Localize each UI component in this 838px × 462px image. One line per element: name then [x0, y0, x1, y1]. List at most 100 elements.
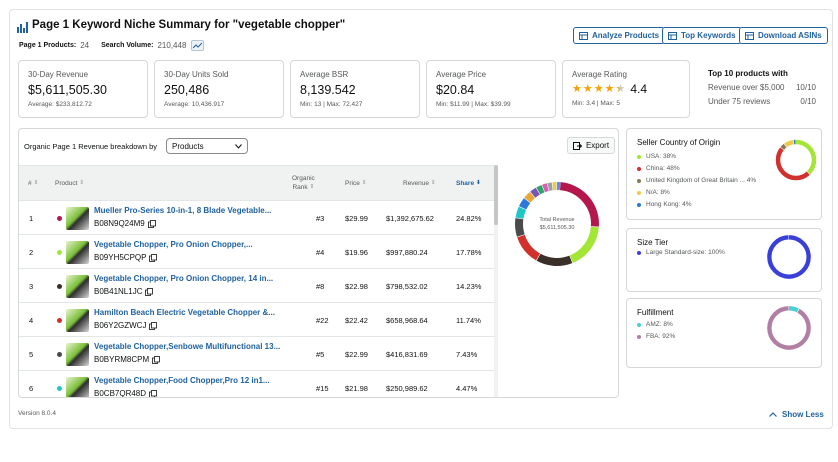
fulfillment-title: Fulfillment: [637, 308, 674, 317]
table-row[interactable]: 3 Vegetable Chopper, Pro Onion Chopper, 1…: [19, 269, 494, 303]
download-asins-label: Download ASINs: [758, 31, 822, 40]
product-asin: B0B41NL1JC: [94, 287, 154, 296]
metric-sub: Min: $11.99 | Max: $39.99: [436, 101, 511, 108]
donut-segment[interactable]: [775, 139, 817, 181]
col-product[interactable]: Product ⇕: [55, 179, 85, 187]
share: 24.82%: [456, 214, 482, 223]
metric-card-units: 30-Day Units Sold 250,486 Average: 10,43…: [154, 60, 284, 118]
copy-icon[interactable]: [152, 355, 161, 364]
analyze-products-button[interactable]: Analyze Products: [573, 27, 666, 44]
search-volume-label: Search Volume:: [101, 42, 154, 49]
donut-segment[interactable]: [775, 139, 817, 181]
organic-rank: #8: [316, 282, 325, 291]
sort-icon: ⇕: [33, 179, 39, 186]
metric-value: 4.4: [630, 82, 648, 96]
table-row[interactable]: 5 Vegetable Chopper,Senbowe Multifunction…: [19, 337, 494, 371]
table-scrollbar[interactable]: [494, 165, 498, 397]
table-row[interactable]: 1 Mueller Pro-Series 10-in-1, 8 Blade Veg…: [19, 201, 494, 235]
product-name-link[interactable]: Vegetable Chopper, Pro Onion Chopper,...: [94, 240, 253, 249]
products-value: 24: [80, 41, 90, 50]
product-name-link[interactable]: Hamilton Beach Electric Vegetable Choppe…: [94, 308, 275, 317]
donut-segment[interactable]: [515, 182, 599, 266]
metric-sub: Min: 3.4 | Max: 5: [572, 100, 620, 107]
product-name-link[interactable]: Vegetable Chopper,Senbowe Multifunctiona…: [94, 342, 281, 351]
copy-icon[interactable]: [145, 287, 154, 296]
breakdown-select[interactable]: Products: [166, 138, 248, 154]
copy-icon[interactable]: [147, 219, 156, 228]
revenue: $798,532.02: [386, 282, 428, 291]
metric-card-price: Average Price $20.84 Min: $11.99 | Max: …: [426, 60, 556, 118]
sort-icon: ⇕: [79, 179, 85, 186]
fulfillment-donut-chart: [767, 306, 811, 350]
copy-icon[interactable]: [149, 389, 157, 398]
origin-donut-chart: [775, 139, 817, 181]
grid-icon: [579, 31, 588, 40]
size-tier-title: Size Tier: [637, 238, 669, 247]
star-icon: ★: [604, 82, 615, 95]
show-less-button[interactable]: Show Less: [769, 410, 824, 419]
table-row[interactable]: 6 Vegetable Chopper,Food Chopper,Pro 12 i…: [19, 371, 494, 398]
grid-icon: [668, 31, 677, 40]
series-dot: [57, 250, 62, 255]
top10-summary: Top 10 products with Revenue over $5,000…: [702, 60, 822, 118]
organic-rank: #22: [316, 316, 329, 325]
top10-row: Revenue over $5,000 10/10: [708, 83, 816, 92]
donut-segment[interactable]: [767, 306, 811, 350]
metric-title: Average Price: [436, 70, 487, 79]
metric-title: Average BSR: [300, 70, 349, 79]
col-revenue[interactable]: Revenue ⇕: [403, 179, 436, 187]
product-thumbnail[interactable]: [66, 377, 89, 397]
col-share[interactable]: Share ⬇: [456, 179, 481, 187]
metric-sub: Average: 10,436.917: [164, 101, 225, 108]
series-dot: [57, 352, 62, 357]
origin-title: Seller Country of Origin: [637, 138, 721, 147]
donut-segment[interactable]: [767, 235, 811, 279]
legend-item: N/A: 8%: [637, 189, 670, 196]
col-price[interactable]: Price ⇕: [345, 179, 367, 187]
donut-segment[interactable]: [515, 182, 599, 266]
search-volume-value: 210,448: [157, 41, 187, 50]
metric-sub: Average: $233,812.72: [28, 101, 92, 108]
metric-card-revenue: 30-Day Revenue $5,611,505.30 Average: $2…: [18, 60, 148, 118]
star-half-icon: ★: [615, 82, 626, 95]
export-button[interactable]: Export: [567, 137, 615, 154]
product-thumbnail[interactable]: [66, 241, 89, 264]
revenue: $997,880.24: [386, 248, 428, 257]
copy-icon[interactable]: [149, 253, 158, 262]
row-number: 1: [29, 214, 34, 223]
price: $22.99: [345, 350, 368, 359]
share: 7.43%: [456, 350, 478, 359]
product-asin: B0CB7QR48D: [94, 389, 157, 398]
donut-value: $5,611,505.30: [540, 225, 575, 231]
product-name-link[interactable]: Mueller Pro-Series 10-in-1, 8 Blade Vege…: [94, 206, 272, 215]
share: 17.78%: [456, 248, 482, 257]
line-chart-icon: [193, 42, 203, 49]
organic-rank: #15: [316, 384, 329, 393]
product-name-link[interactable]: Vegetable Chopper,Food Chopper,Pro 12 in…: [94, 376, 270, 385]
table-row[interactable]: 2 Vegetable Chopper, Pro Onion Chopper,..…: [19, 235, 494, 269]
col-organic-rank[interactable]: Organic Rank ⇕: [292, 175, 315, 191]
size-tier-card: Size Tier Large Standard-size: 100%: [626, 228, 822, 292]
metric-sub: Min: 13 | Max: 72,427: [300, 101, 363, 108]
product-name-link[interactable]: Vegetable Chopper, Pro Onion Chopper, 14…: [94, 274, 274, 283]
table-row[interactable]: 4 Hamilton Beach Electric Vegetable Chopp…: [19, 303, 494, 337]
top10-title: Top 10 products with: [708, 69, 788, 78]
product-thumbnail[interactable]: [66, 309, 89, 332]
trend-chart-button[interactable]: [191, 40, 205, 51]
grid-icon: [745, 31, 754, 40]
download-asins-button[interactable]: Download ASINs: [739, 27, 828, 44]
product-asin: B0BYRM8CPM: [94, 355, 161, 364]
top-keywords-button[interactable]: Top Keywords: [662, 27, 742, 44]
product-asin: B09YH5CPQP: [94, 253, 158, 262]
donut-segment[interactable]: [515, 182, 599, 266]
legend-item: AMZ: 8%: [637, 321, 673, 328]
copy-icon[interactable]: [149, 321, 158, 330]
top10-row: Under 75 reviews 0/10: [708, 97, 816, 106]
top-keywords-label: Top Keywords: [681, 31, 736, 40]
col-num[interactable]: # ⇕: [28, 179, 39, 187]
scrollbar-thumb[interactable]: [494, 165, 498, 225]
product-thumbnail[interactable]: [66, 343, 89, 366]
fulfillment-card: Fulfillment AMZ: 8% FBA: 92%: [626, 298, 822, 368]
product-thumbnail[interactable]: [66, 207, 89, 230]
product-thumbnail[interactable]: [66, 275, 89, 298]
